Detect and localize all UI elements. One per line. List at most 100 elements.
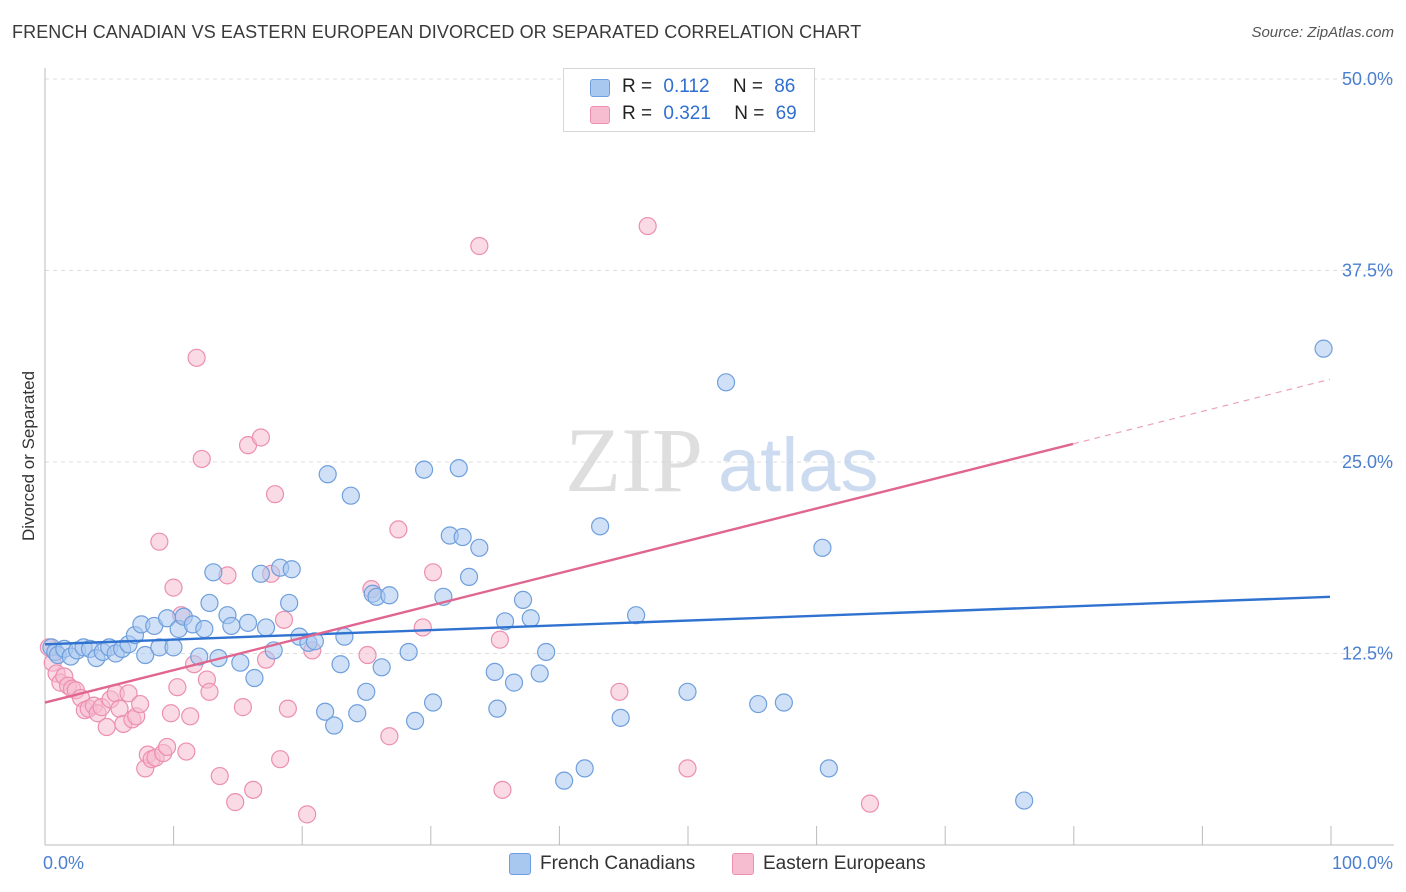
eastern-european-point [97,717,116,737]
french-canadian-point [204,563,223,582]
french-canadian-point [318,465,337,484]
french-canadian-point [282,560,301,579]
watermark-atlas: atlas [718,423,879,508]
french-canadian-point [316,702,335,721]
french-canadian-point [245,668,264,688]
eastern-european-trend-line [44,442,1074,704]
eastern-european-point [200,682,219,701]
french-canadian-point [200,593,219,613]
french-canadian-point [678,682,697,701]
x-tick-label-min: 0.0% [43,853,84,873]
french-canadian-point [716,373,736,392]
legend-n-label: N = [734,103,765,124]
eastern-european-point [271,750,290,769]
french-canadian-point [453,527,472,547]
french-canadian-point [280,593,299,613]
french-canadian-point [774,693,793,712]
french-canadian-point [470,538,489,557]
source-label: Source: ZipAtlas.com [1251,24,1394,41]
legend-r-label: R = [622,76,653,97]
french-canadian-point [449,459,468,478]
french-canadian-point [164,638,183,657]
french-canadian-point [626,606,646,625]
y-tick-label: 50.0% [1342,69,1393,89]
eastern-european-point [358,645,377,665]
bottom-legend-swatch-blue [509,853,531,875]
french-canadian-point [813,538,832,557]
eastern-european-point [860,794,880,813]
y-tick-label: 25.0% [1342,452,1393,472]
french-canadian-point [488,699,507,718]
french-canadian-point [222,616,241,636]
eastern-european-point [119,684,138,703]
eastern-european-point [638,216,657,236]
chart-title: FRENCH CANADIAN VS EASTERN EUROPEAN DIVO… [12,22,862,42]
french-canadian-trend-line [44,595,1331,646]
legend-r-value: 0.112 [663,76,710,97]
french-canadian-point [819,759,838,778]
french-canadian-point [380,586,399,605]
eastern-european-point [493,780,512,799]
french-canadian-point [485,662,504,681]
french-canadian-point [372,658,391,677]
legend-n-value: 69 [775,103,797,124]
french-canadian-point [399,642,418,662]
french-canadian-point [749,694,768,714]
french-canadian-point [231,653,250,672]
eastern-european-point [298,805,317,824]
eastern-european-point [164,578,183,597]
french-canadian-point [504,673,524,692]
eastern-european-point [177,742,196,761]
french-canadian-point [251,564,270,583]
french-canadian-point [325,716,344,735]
eastern-european-point [187,348,206,367]
eastern-european-point [192,449,211,469]
eastern-european-point [265,485,285,504]
y-tick-label: 37.5% [1342,261,1393,281]
eastern-european-trend-line-dashed [1072,378,1331,445]
eastern-european-point [130,694,150,714]
eastern-european-point [233,698,252,717]
french-canadian-point [405,711,425,731]
french-canadian-point [414,460,434,479]
french-canadian-point [136,645,155,665]
eastern-european-point [470,236,489,256]
french-canadian-point [341,486,360,505]
french-canadian-point [611,708,630,727]
legend-swatch-pink [590,106,610,124]
french-canadian-point [521,609,540,628]
french-canadian-point [459,567,479,587]
french-canadian-point [575,759,594,778]
eastern-european-point [157,737,177,757]
french-canadian-point [1015,791,1034,810]
french-canadian-point [305,632,324,651]
bottom-legend-swatch-pink [732,853,754,875]
french-canadian-point [190,647,209,666]
french-canadian-point [195,619,214,639]
series-eastern-europeans [39,216,880,824]
legend-r-value: 0.321 [663,103,711,124]
y-tick-label: 12.5% [1342,644,1393,664]
bottom-legend-label: French Canadians [540,853,696,874]
eastern-european-point [226,793,245,812]
french-canadian-point [335,627,354,646]
french-canadian-point [513,590,533,609]
eastern-european-point [251,428,270,447]
french-canadian-point [495,612,515,631]
eastern-european-point [423,563,443,582]
eastern-european-point [181,707,200,726]
correlation-legend: R = 0.112 N = 86 R = 0.321 N = 69 [563,68,815,132]
series-french-canadians [42,339,1333,810]
eastern-european-point [244,780,263,799]
eastern-european-point [150,532,169,551]
legend-swatch-blue [590,79,610,97]
eastern-european-point [161,704,181,723]
watermark: ZIP atlas [565,409,879,511]
x-tick-label-max: 100.0% [1332,853,1393,873]
french-canadian-point [423,693,443,712]
eastern-european-point [210,766,229,786]
french-canadian-point [530,664,549,683]
eastern-european-point [274,610,294,629]
watermark-zip: ZIP [565,409,703,511]
